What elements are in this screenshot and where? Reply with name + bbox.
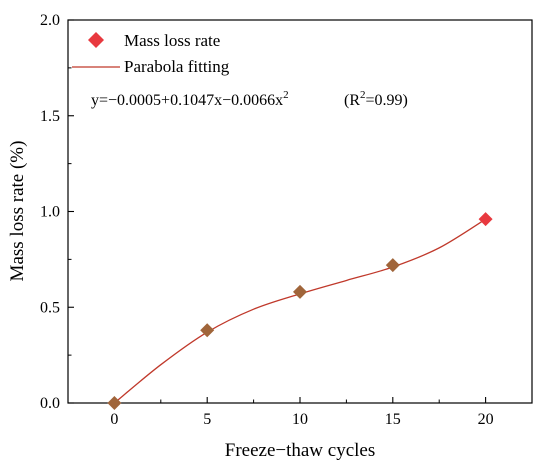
equation-main: y=−0.0005+0.1047x−0.0066x xyxy=(91,92,283,109)
data-point-diamond xyxy=(107,396,122,410)
y-tick-label: 1.0 xyxy=(40,204,60,221)
y-tick-labels: 0.0 0.5 1.0 1.5 2.0 xyxy=(40,12,60,412)
legend-diamond-marker xyxy=(88,32,104,48)
data-point-diamond xyxy=(478,212,493,227)
x-axis-title: Freeze−thaw cycles xyxy=(225,440,376,461)
x-tick-label: 5 xyxy=(203,411,211,428)
x-tick-label: 15 xyxy=(385,411,401,428)
data-point-diamond xyxy=(200,323,215,338)
data-points-group xyxy=(107,212,493,410)
fit-curve-line xyxy=(113,218,486,404)
x-tick-label: 10 xyxy=(292,411,308,428)
legend: Mass loss rate Parabola fitting xyxy=(72,31,230,76)
x-tick-label: 0 xyxy=(110,411,118,428)
axis-ticks xyxy=(68,19,487,404)
data-point-diamond xyxy=(385,258,400,273)
y-tick-label: 0.5 xyxy=(40,299,60,316)
legend-label-mass-loss-rate: Mass loss rate xyxy=(124,31,220,50)
equation-exponent: 2 xyxy=(283,89,289,101)
y-tick-label: 0.0 xyxy=(40,395,60,412)
fit-curve-group xyxy=(113,218,486,404)
fit-equation: y=−0.0005+0.1047x−0.0066x2 (R2=0.99) xyxy=(91,89,408,109)
data-point-diamond xyxy=(293,284,307,299)
y-tick-label: 1.5 xyxy=(40,108,60,125)
equation-r-open: (R xyxy=(344,92,360,109)
plot-frame xyxy=(67,19,533,404)
y-tick-label: 2.0 xyxy=(40,12,60,29)
equation-r-close: =0.99) xyxy=(366,92,408,109)
legend-label-parabola-fitting: Parabola fitting xyxy=(124,57,230,76)
y-axis-title: Mass loss rate (%) xyxy=(7,141,28,282)
x-tick-label: 20 xyxy=(478,411,494,428)
equation-r-exponent: 2 xyxy=(360,89,366,101)
x-tick-labels: 0 5 10 15 20 xyxy=(110,411,493,428)
